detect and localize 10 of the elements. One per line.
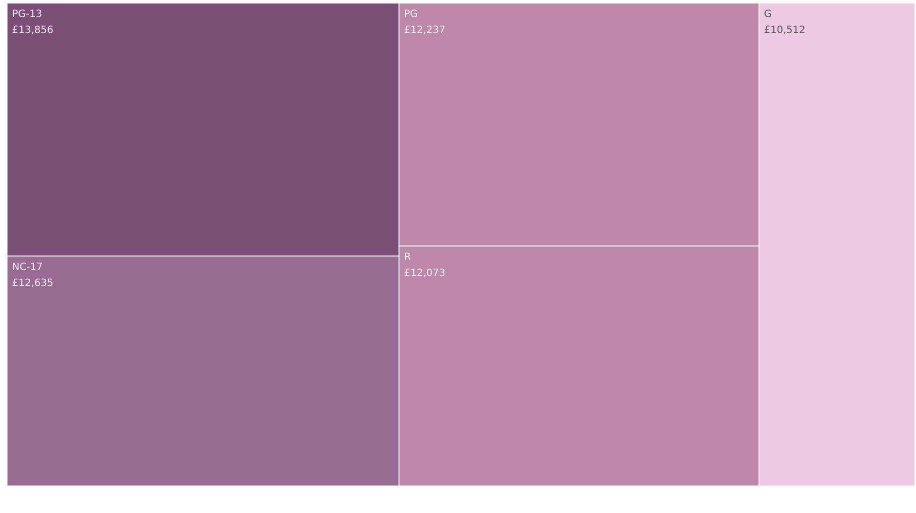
data-label: £12,635: [12, 278, 54, 289]
data-label: £12,237: [404, 25, 446, 36]
category-label: R: [404, 252, 411, 263]
data-label: £10,512: [764, 25, 806, 36]
data-label: £13,856: [12, 25, 54, 36]
data-label: £12,073: [404, 268, 446, 279]
category-label: PG-13: [12, 9, 42, 20]
category-label: NC-17: [12, 262, 43, 273]
category-label: PG: [404, 9, 418, 20]
category-label: G: [764, 9, 772, 20]
